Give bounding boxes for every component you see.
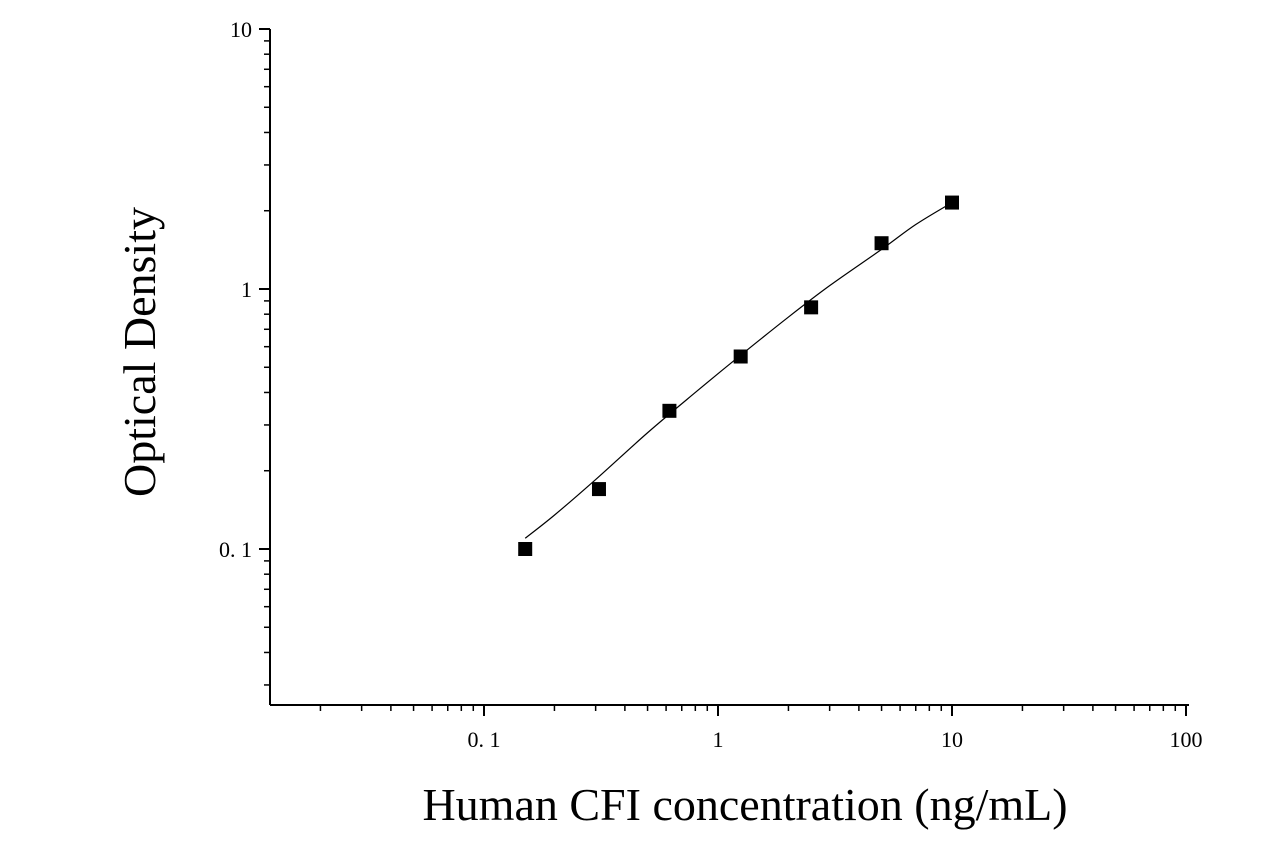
y-tick-label: 0. 1: [219, 537, 252, 562]
x-axis-title: Human CFI concentration (ng/mL): [422, 779, 1067, 830]
data-point: [945, 195, 959, 210]
data-point: [518, 542, 533, 556]
x-tick-label: 100: [1170, 727, 1203, 752]
fit-curve-line: [524, 202, 953, 539]
x-tick-label: 1: [713, 727, 724, 752]
data-point: [662, 403, 677, 418]
data-point: [733, 349, 748, 364]
curve-layer: [524, 202, 953, 539]
points-layer: [518, 195, 959, 556]
axes-layer: 0. 1 1 10 100 0. 1 1 10: [219, 17, 1203, 752]
data-point: [804, 300, 819, 315]
y-tick-label: 1: [241, 277, 252, 302]
y-axis-title: Optical Density: [114, 207, 165, 497]
data-point: [591, 482, 606, 497]
data-point: [874, 236, 889, 251]
x-tick-label: 0. 1: [468, 727, 501, 752]
y-tick-label: 10: [230, 17, 252, 42]
x-tick-label: 10: [941, 727, 963, 752]
